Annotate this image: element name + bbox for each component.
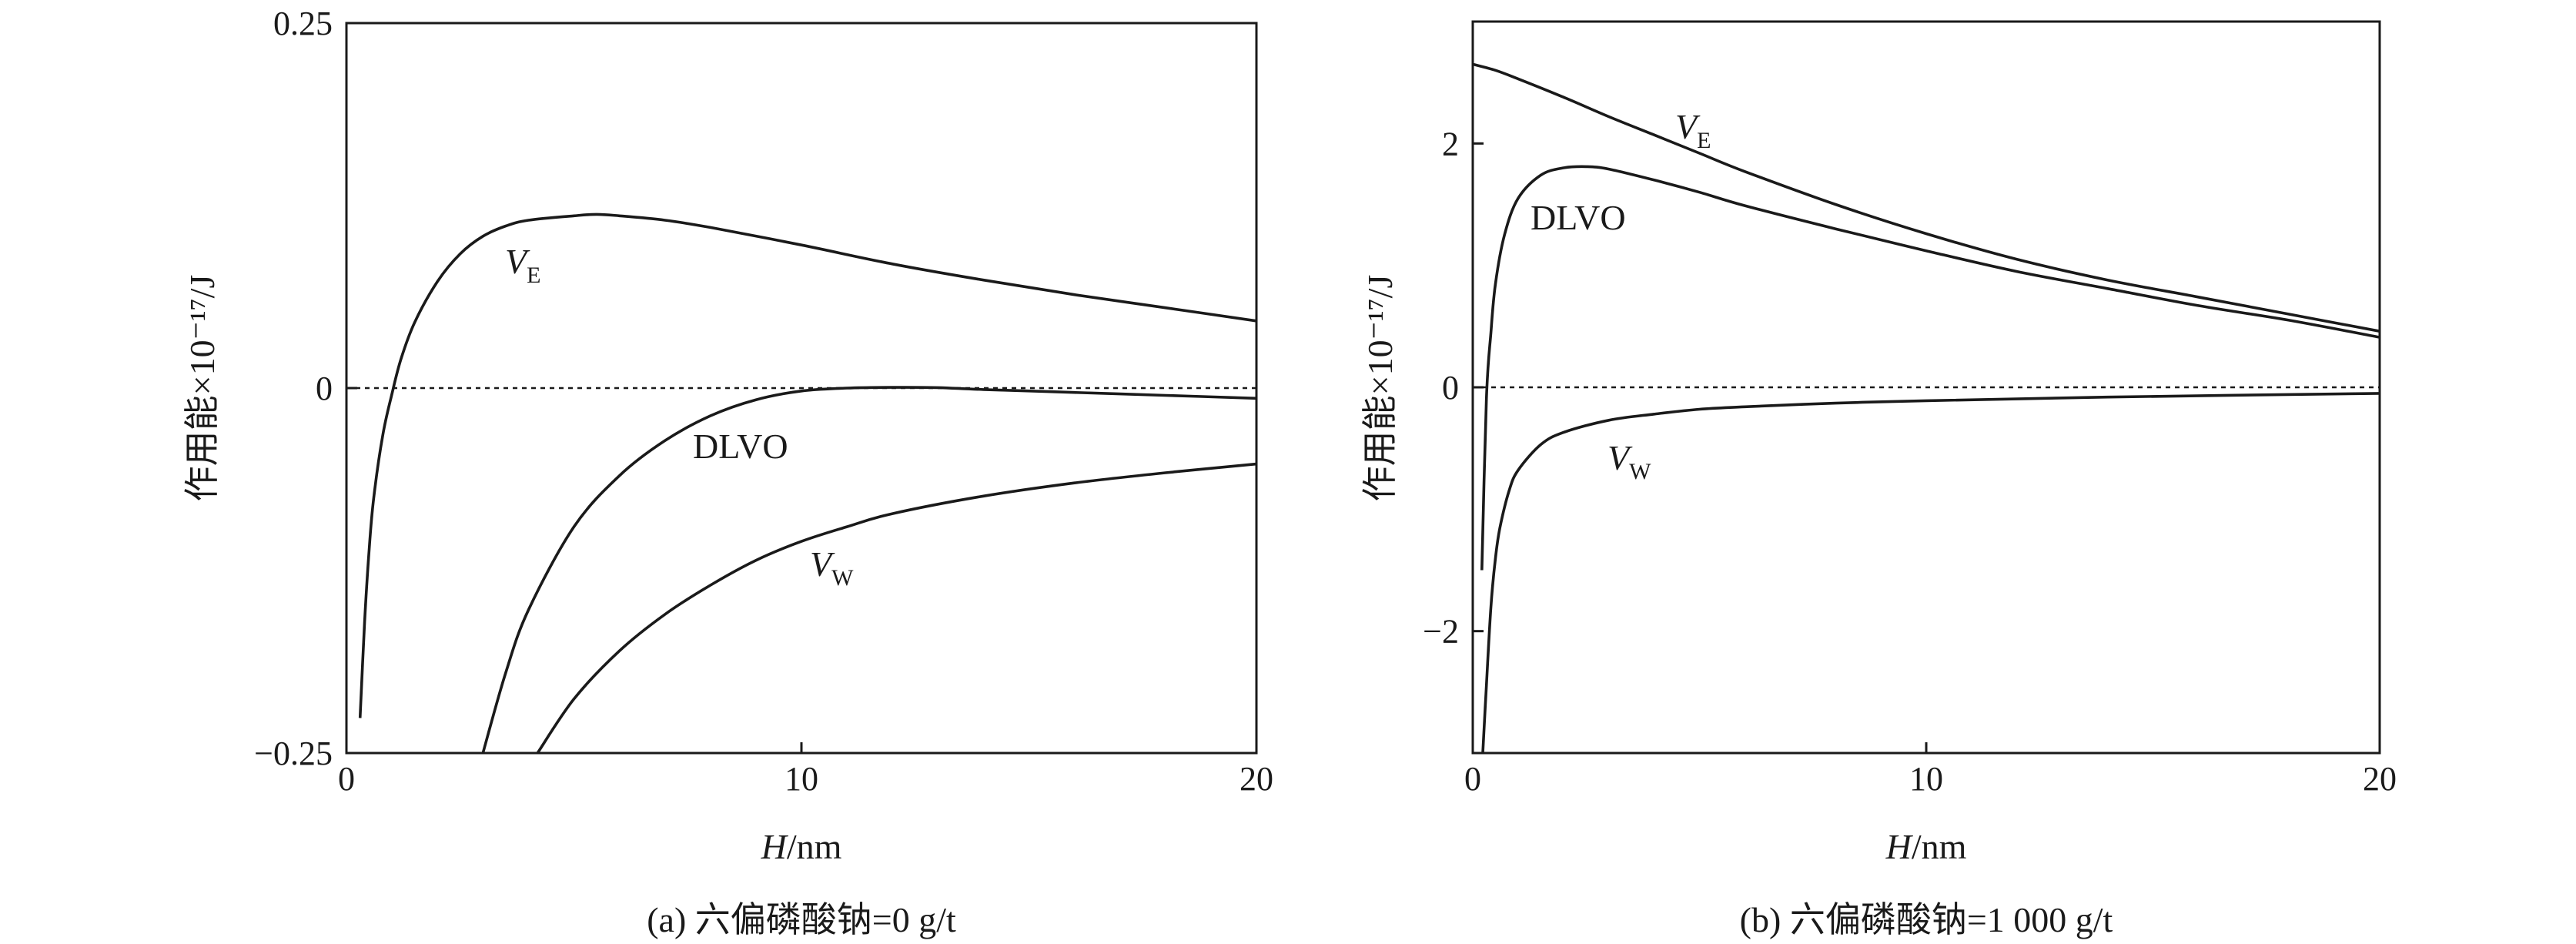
series-label-ve-a: VE	[505, 242, 540, 288]
curves-a	[358, 213, 1257, 755]
curves-b	[1472, 62, 2380, 754]
caption-a: (a) 六偏磷酸钠=0 g/t	[647, 900, 956, 939]
x-tick-label: 10	[785, 760, 818, 798]
series-line-v-w	[536, 462, 1257, 755]
panel-b: 0 10 20 −2 0 2 VE DLVO VW H/nm 作用能×10⁻¹⁷/J (b…	[1360, 20, 2397, 939]
x-axis-label-b: H/nm	[1885, 827, 1967, 866]
x-tick-label: 10	[1909, 760, 1943, 798]
x-tick-label: 0	[1464, 760, 1481, 798]
y-tick-label: −0.25	[254, 735, 333, 772]
y-tick-label: 0	[1442, 369, 1459, 407]
series-label-dlvo-b: DLVO	[1531, 198, 1626, 237]
x-axis-label-a: H/nm	[761, 827, 842, 866]
y-tick-label: −2	[1423, 613, 1459, 651]
y-axis-label-a: 作用能×10⁻¹⁷/J	[182, 275, 222, 502]
series-line-v-e	[1472, 62, 2380, 333]
y-tick-label: 0.25	[273, 5, 333, 42]
y-axis-label-b: 作用能×10⁻¹⁷/J	[1360, 275, 1400, 502]
series-line-v-w	[1481, 392, 2380, 754]
series-line-dlvo	[1480, 165, 2380, 571]
series-label-dlvo-a: DLVO	[693, 427, 788, 466]
series-line-v-e	[358, 213, 1257, 718]
y-tick-label: 0	[316, 370, 333, 407]
series-label-ve-b: VE	[1675, 107, 1711, 153]
ticks-b: 0 10 20 −2 0 2	[1423, 125, 2397, 798]
x-tick-label: 20	[1239, 760, 1273, 798]
x-tick-label: 0	[338, 760, 355, 798]
caption-b: (b) 六偏磷酸钠=1 000 g/t	[1740, 900, 2113, 939]
series-label-vw-b: VW	[1607, 438, 1651, 484]
series-line-dlvo	[481, 386, 1257, 754]
series-label-vw-a: VW	[810, 544, 854, 591]
y-tick-label: 2	[1442, 125, 1459, 162]
x-tick-label: 20	[2363, 760, 2397, 798]
